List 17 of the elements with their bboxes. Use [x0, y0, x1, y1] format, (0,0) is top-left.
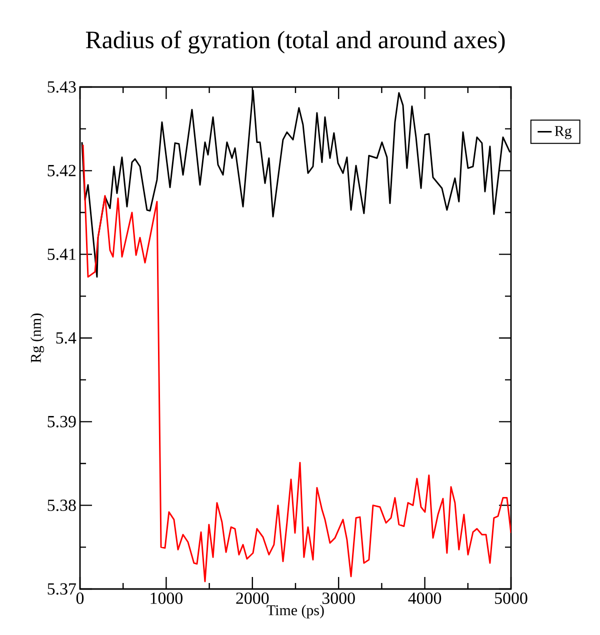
legend-label: Rg: [554, 126, 572, 140]
y-tick-label: 5.42: [48, 164, 76, 176]
chart-title: Radius of gyration (total and around axes): [86, 30, 505, 54]
y-tick-label: 5.37: [48, 583, 76, 595]
x-tick-label: 5000: [495, 592, 528, 604]
y-tick-label: 5.41: [48, 248, 76, 260]
x-tick-label: 0: [76, 592, 84, 604]
y-tick-label: 5.4: [56, 332, 76, 344]
x-tick-label: 4000: [408, 592, 442, 604]
x-axis-title: Time (ps): [266, 604, 324, 618]
x-tick-label: 1000: [150, 592, 182, 604]
y-axis-title: Rg (nm): [30, 314, 44, 363]
x-tick-label: 3000: [322, 592, 355, 604]
x-tick-label: 2000: [236, 592, 269, 604]
y-tick-label: 5.39: [48, 416, 76, 428]
y-tick-label: 5.38: [48, 500, 76, 512]
y-tick-label: 5.43: [48, 81, 76, 93]
